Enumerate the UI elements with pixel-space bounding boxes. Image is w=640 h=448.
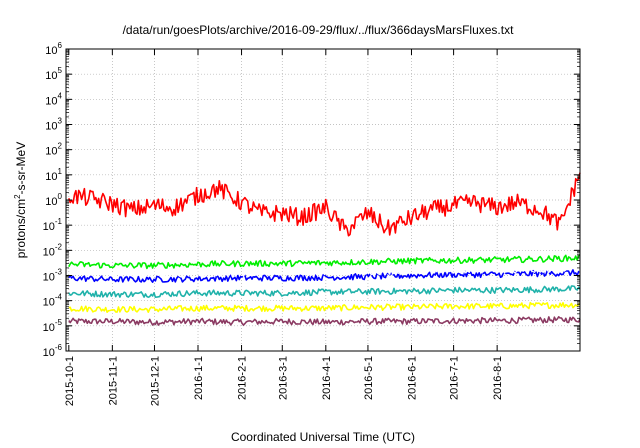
y-tick-base: 10 [45,70,57,82]
y-tick-base: 10 [45,171,57,183]
x-tick-labels: 2015-10-1 2015-11-1 2015-12-1 2016-1-1 2016-… [64,356,504,406]
y-tick-label: 104 [45,91,62,107]
y-tick-exponent: -4 [55,293,63,302]
x-tick-label: 2016-1-1 [193,356,205,400]
y-tick-label: 101 [45,167,62,183]
y-tick-exponent: 4 [58,91,63,100]
y-tick-exponent: -2 [55,242,63,251]
y-tick-exponent: 1 [58,167,63,176]
tick-marks [66,48,580,352]
y-tick-base: 10 [43,246,55,258]
y-tick-exponent: 0 [58,192,63,201]
y-tick-label: 105 [45,66,62,82]
x-tick-label: 2015-12-1 [149,356,161,406]
y-tick-exponent: -3 [55,268,63,277]
y-tick-base: 10 [45,146,57,158]
series-line [68,285,581,298]
y-tick-label: 10-4 [43,293,63,309]
series-line [68,172,581,237]
y-axis-label: protons/cm2-s-sr-MeV [13,142,28,258]
y-tick-base: 10 [45,45,57,57]
y-tick-base: 10 [45,196,57,208]
y-tick-exponent: -6 [55,343,63,352]
y-tick-base: 10 [43,297,55,309]
y-tick-label: 100 [45,192,62,208]
y-axis-label-base: protons/cm [14,199,28,258]
series-line [68,265,581,278]
x-tick-label: 2016-2-1 [237,356,249,400]
y-tick-exponent: -5 [55,318,63,327]
y-tick-base: 10 [45,95,57,107]
y-tick-base: 10 [45,121,57,133]
y-tick-exponent: -1 [55,217,63,226]
series-layer [68,172,581,326]
y-tick-label: 10-2 [43,242,63,258]
y-tick-label: 10-3 [43,268,63,284]
series-line [68,301,581,313]
y-tick-label: 10-1 [43,217,63,233]
chart-title: /data/run/goesPlots/archive/2016-09-29/f… [123,23,515,37]
y-tick-base: 10 [43,272,55,284]
x-tick-label: 2016-4-1 [321,356,333,400]
x-tick-label: 2016-3-1 [277,356,289,400]
x-tick-label: 2015-10-1 [64,356,76,406]
y-tick-base: 10 [43,347,55,359]
y-tick-base: 10 [43,221,55,233]
y-tick-label: 106 [45,41,62,57]
y-axis-label-rest: -s-sr-MeV [14,142,28,195]
y-tick-label: 10-6 [43,343,63,359]
x-tick-label: 2015-11-1 [107,356,119,405]
y-tick-label: 102 [45,142,62,158]
y-tick-exponent: 2 [58,142,63,151]
y-tick-labels: 10-610-510-410-310-210-11001011021031041… [43,41,63,359]
y-tick-exponent: 3 [58,117,63,126]
x-axis-label: Coordinated Universal Time (UTC) [231,430,415,444]
x-tick-label: 2016-5-1 [363,356,375,400]
y-tick-exponent: 5 [58,66,63,75]
series-line [68,316,581,326]
series-line [68,254,581,270]
y-tick-exponent: 6 [58,41,63,50]
y-tick-label: 10-5 [43,318,63,334]
y-tick-base: 10 [43,322,55,334]
x-tick-label: 2016-6-1 [406,356,418,400]
y-tick-label: 103 [45,117,62,133]
y-axis-label-sup: 2 [13,194,22,199]
x-tick-label: 2016-8-1 [492,356,504,400]
x-tick-label: 2016-7-1 [449,356,461,400]
